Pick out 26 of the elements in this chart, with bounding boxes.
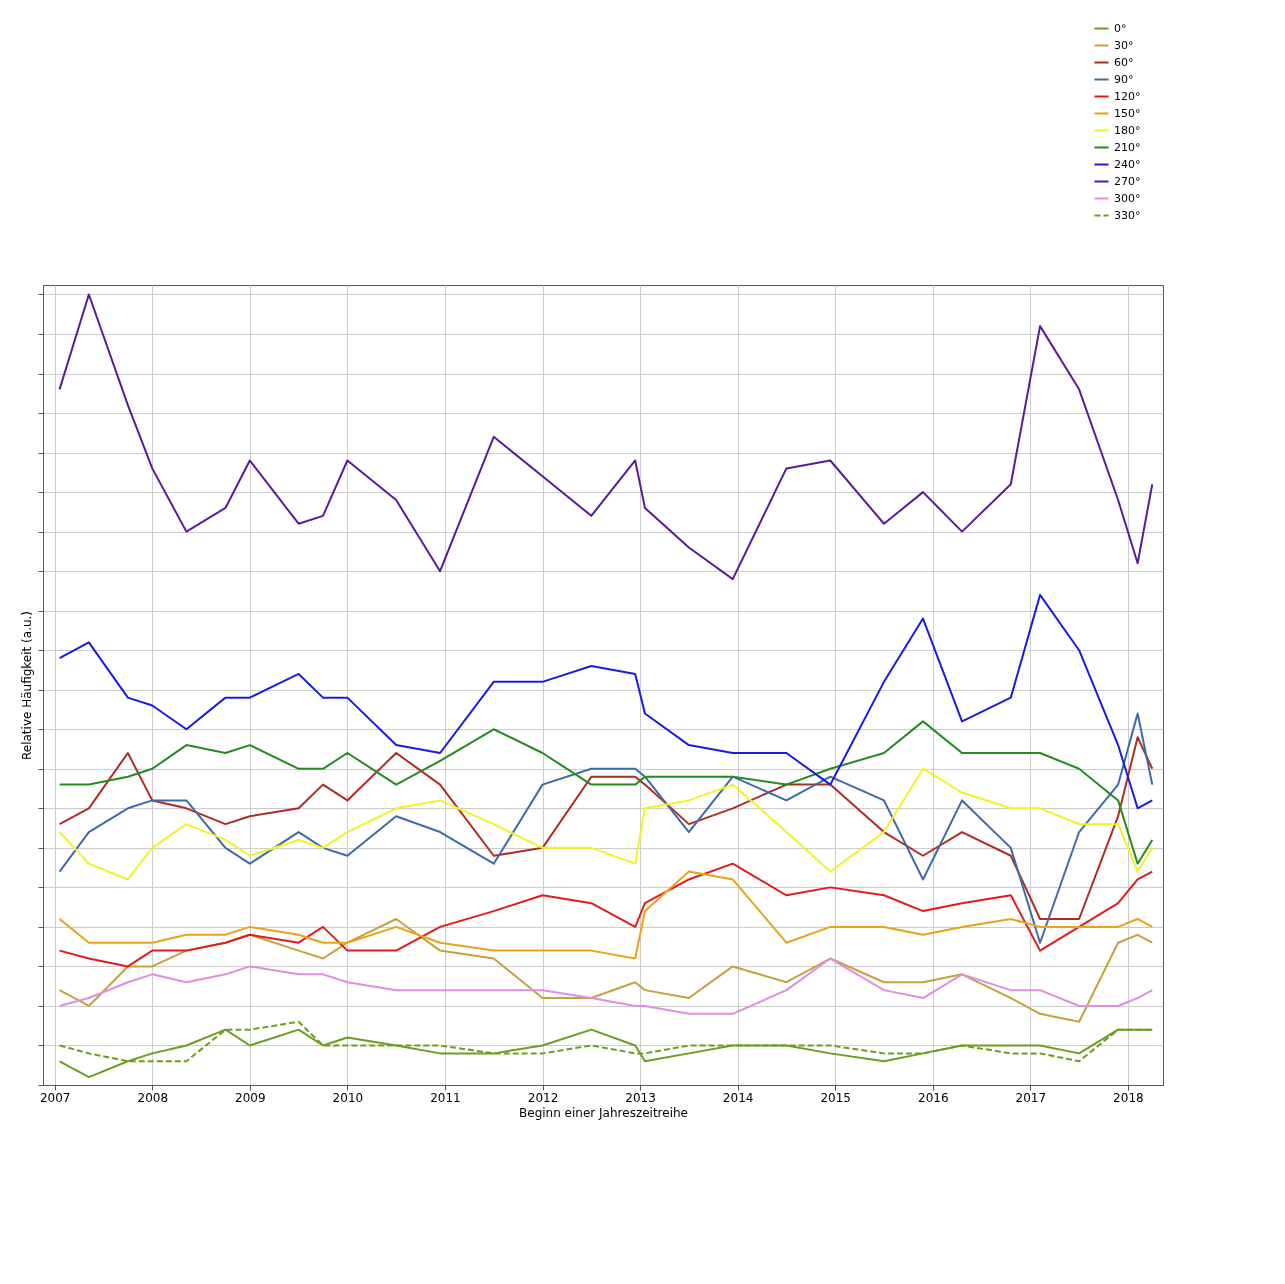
legend-label: 210° <box>1114 140 1141 154</box>
legend-label: 270° <box>1114 174 1141 188</box>
legend-label: 180° <box>1114 123 1141 137</box>
x-tick-label: 2016 <box>917 1090 949 1105</box>
x-tick-label: 2014 <box>722 1090 754 1105</box>
x-tick-label: 2015 <box>820 1090 851 1105</box>
x-tick-label: 2010 <box>332 1090 364 1105</box>
x-tick-label: 2012 <box>527 1090 559 1105</box>
x-tick-label: 2009 <box>235 1090 266 1105</box>
legend-label: 0° <box>1114 21 1127 35</box>
x-tick-label: 2017 <box>1015 1090 1047 1105</box>
legend-label: 60° <box>1114 55 1134 69</box>
x-tick-label: 2008 <box>137 1090 169 1105</box>
legend-label: 90° <box>1114 72 1134 86</box>
x-tick-label: 2013 <box>625 1090 656 1105</box>
legend-label: 300° <box>1114 191 1141 205</box>
y-axis-title: Relative Häufigkeit (a.u.) <box>20 610 34 761</box>
x-tick-label: 2018 <box>1113 1090 1144 1105</box>
x-axis-title: Beginn einer Jahreszeitreihe <box>519 1105 688 1120</box>
x-tick-label: 2011 <box>430 1090 461 1105</box>
legend-label: 120° <box>1114 89 1141 103</box>
legend-label: 150° <box>1114 106 1141 120</box>
legend-label: 30° <box>1114 38 1134 52</box>
x-tick-label: 2007 <box>39 1090 71 1105</box>
legend-label: 240° <box>1114 157 1141 171</box>
legend-label: 330° <box>1114 208 1141 222</box>
